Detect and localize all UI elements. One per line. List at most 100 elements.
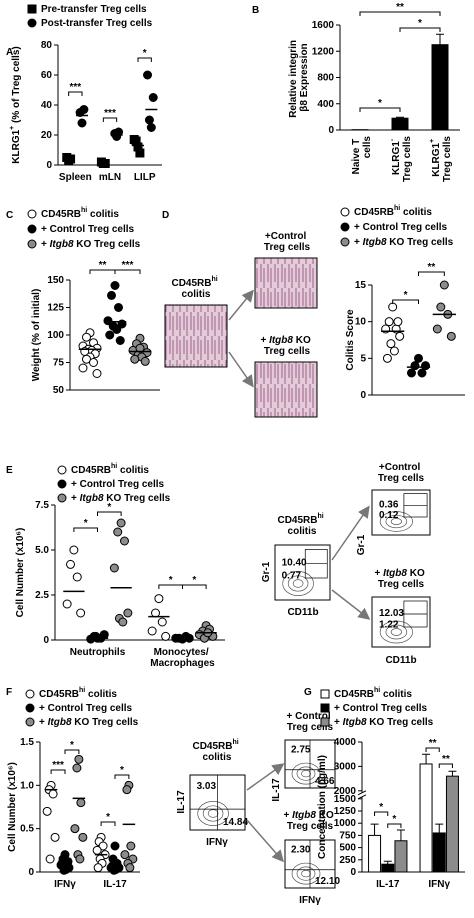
point — [109, 563, 119, 573]
flow-title: CD45RBhi colitis — [277, 513, 326, 536]
y-tick-label: 0 — [360, 390, 366, 401]
y-axis-label: Cell Number (x10⁶) — [15, 528, 26, 618]
legend-label: CD45RBhi colitis — [334, 687, 412, 699]
legend-label: + Control Treg cells — [71, 479, 165, 490]
point — [123, 608, 133, 618]
flow-x-label: CD11b — [287, 607, 318, 618]
sig-label: * — [392, 814, 396, 825]
sig-label: *** — [52, 760, 64, 771]
image-label: +Control Treg cells — [264, 231, 311, 253]
legend-swatch — [320, 717, 330, 727]
point — [92, 369, 102, 378]
bar — [445, 775, 459, 873]
y-axis-label: Concentration (pg/ml) — [317, 755, 328, 859]
point — [407, 368, 416, 378]
point — [114, 303, 123, 312]
point — [72, 763, 82, 773]
sig-label: * — [169, 575, 173, 586]
point — [386, 339, 396, 349]
axis-break — [357, 790, 367, 800]
legend-marker — [340, 237, 350, 247]
y-tick-label: 0 — [28, 867, 34, 878]
flow-contour — [197, 801, 229, 826]
legend-label: + Itgb8 KO Treg cells — [71, 493, 171, 504]
flow-contour — [292, 579, 304, 588]
point — [72, 572, 82, 582]
y-tick-label: 15 — [355, 280, 367, 291]
y-tick-label: 10 — [355, 316, 367, 327]
gate-value: 2.75 — [291, 744, 311, 755]
point — [79, 105, 89, 114]
legend-label: + Control Treg cells — [354, 222, 448, 233]
gate-value: 1.22 — [379, 619, 399, 630]
point — [410, 361, 420, 371]
y-tick-label: 5 — [360, 353, 366, 364]
sig-label: ** — [396, 2, 404, 13]
legend-label: + Itgb8 KO Treg cells — [39, 717, 139, 728]
flow-title: CD45RBhi colitis — [192, 739, 241, 762]
panel-label: C — [6, 210, 13, 221]
y-axis-label: Cell Number (x10⁶) — [7, 762, 18, 852]
y-tick-label: 0.5 — [20, 823, 34, 834]
y-tick-label: 250 — [339, 854, 356, 865]
flow-contour — [296, 766, 316, 781]
y-tick-label: 2.5 — [35, 590, 49, 601]
gate-value: 0.36 — [379, 499, 399, 510]
point — [113, 527, 123, 537]
point — [107, 290, 116, 300]
error-bar — [436, 33, 444, 45]
error-bar — [370, 823, 379, 836]
x-tick-label: IFNγ — [54, 879, 76, 890]
point — [421, 361, 430, 371]
flow-title: + Control Treg cells — [287, 711, 334, 733]
flow-contour — [379, 620, 413, 644]
point — [140, 356, 150, 366]
flow-contour — [202, 805, 224, 822]
gate-value: 0.77 — [282, 570, 302, 581]
point — [98, 841, 108, 851]
point — [125, 863, 135, 873]
sig-bracket — [114, 269, 141, 274]
legend-marker — [27, 224, 37, 234]
sig-bracket — [374, 811, 389, 816]
x-tick-label: IL-17 — [103, 879, 127, 890]
point — [77, 118, 87, 128]
point — [135, 148, 145, 158]
bar — [432, 832, 446, 873]
y-tick-label: 150 — [47, 275, 64, 286]
point — [143, 70, 153, 80]
arrow — [246, 819, 284, 863]
flow-contour — [291, 862, 321, 885]
y-tick-label: 50 — [53, 385, 65, 396]
point — [78, 832, 88, 842]
gate-value: 4.66 — [315, 775, 335, 786]
point — [105, 330, 115, 340]
point — [122, 785, 132, 795]
sig-label: *** — [69, 82, 81, 93]
point — [384, 317, 394, 327]
legend-label: + Control Treg cells — [41, 224, 135, 235]
point — [82, 332, 91, 342]
point — [69, 545, 79, 555]
legend-label: CD45RBhi colitis — [71, 463, 149, 475]
point — [395, 331, 405, 341]
image-label: + Itgb8 KO Treg cells — [260, 335, 313, 357]
histology-image — [164, 304, 228, 368]
sig-bracket — [182, 584, 207, 589]
legend-marker — [27, 18, 37, 28]
legend-marker — [25, 717, 35, 727]
point — [48, 789, 58, 799]
sig-bracket — [114, 774, 130, 779]
legend-label: + Control Treg cells — [334, 703, 428, 714]
flow-title: +Control Treg cells — [378, 462, 425, 484]
y-axis-label: Weight (% of initial) — [31, 289, 42, 382]
arrow — [331, 589, 371, 620]
point — [110, 841, 120, 851]
flow-contour — [385, 514, 408, 529]
sig-bracket — [438, 763, 453, 768]
image-label: CD45RBhi colitis — [171, 276, 220, 299]
bar — [394, 840, 408, 873]
